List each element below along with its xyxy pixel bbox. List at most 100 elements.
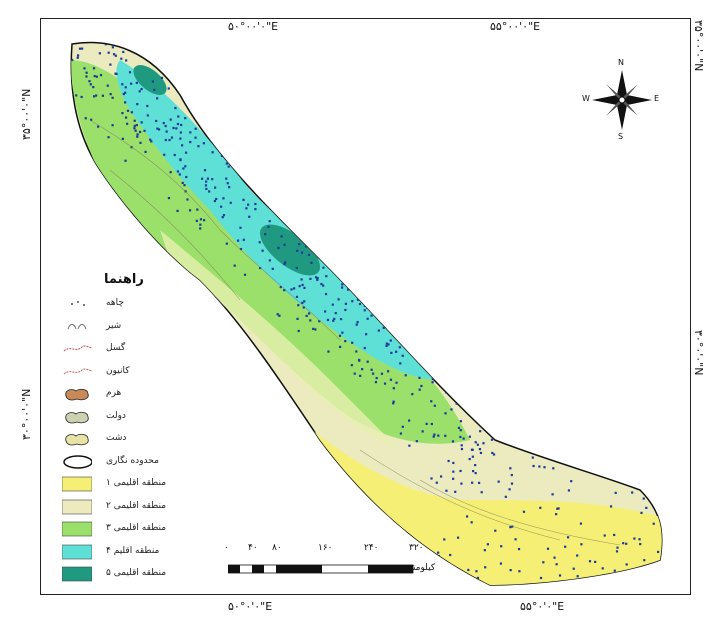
sample-point [376, 314, 379, 317]
sample-point [121, 83, 124, 86]
sample-point [204, 184, 208, 187]
sample-point [626, 430, 629, 433]
sample-point [109, 93, 112, 96]
sample-point [96, 125, 100, 128]
sample-point [477, 398, 480, 402]
scale-tick: ۱۶۰ [318, 543, 333, 553]
sample-point [392, 400, 395, 403]
sample-point [558, 574, 562, 577]
sample-point [484, 566, 487, 569]
sample-point [247, 203, 250, 206]
sample-point [355, 323, 358, 326]
legend-swatch [63, 345, 92, 352]
sample-point [615, 443, 618, 446]
sample-point [120, 57, 123, 60]
legend-item: منطقه اقلیمی ۲ [58, 497, 198, 517]
sample-point [511, 525, 514, 528]
sample-point [249, 158, 252, 162]
sample-point [242, 198, 245, 201]
sample-point [164, 124, 167, 128]
sample-point [295, 295, 299, 298]
sample-point [570, 480, 573, 483]
legend-label: کانیون [106, 365, 130, 376]
sample-point [470, 448, 474, 451]
sample-point [401, 354, 404, 357]
sample-point [399, 432, 402, 435]
sample-point [613, 569, 616, 572]
legend-swatch [63, 454, 92, 469]
sample-point [502, 431, 506, 434]
sample-point [75, 94, 78, 97]
sample-point [92, 67, 96, 70]
sample-point [68, 50, 70, 52]
sample-point [374, 380, 378, 384]
zone-5-area[interactable] [128, 59, 171, 100]
sample-point [302, 306, 305, 309]
zone-5-area[interactable] [252, 215, 328, 285]
legend-label: شیر [106, 320, 122, 331]
south-letter: S [618, 132, 624, 141]
sample-point [392, 387, 395, 390]
sample-point [214, 186, 217, 189]
sample-point [622, 542, 625, 545]
sample-point [341, 283, 344, 286]
legend-label: دشت [106, 433, 127, 443]
sample-point [616, 546, 619, 549]
sample-point [109, 63, 112, 66]
sample-point [310, 240, 314, 243]
sample-point [228, 154, 231, 157]
sample-point [539, 506, 542, 509]
sample-point [492, 453, 496, 456]
sample-point [248, 215, 251, 218]
sample-point [140, 121, 143, 124]
sample-point [194, 136, 197, 139]
sample-point [259, 266, 262, 270]
sample-point [450, 408, 453, 411]
sample-point [165, 130, 168, 133]
sample-point [652, 467, 655, 470]
sample-point [107, 136, 110, 139]
sample-point [312, 234, 316, 237]
coord-left-upper: ۳۵°۰۰'۰"N [20, 88, 33, 140]
sample-point [348, 282, 351, 285]
sample-point [415, 440, 418, 443]
sample-point [579, 522, 583, 525]
sample-point [135, 124, 138, 127]
zone-2-band[interactable] [160, 230, 400, 450]
sample-point [454, 388, 457, 391]
sample-point [430, 422, 433, 426]
sample-point [425, 422, 428, 425]
sample-point [539, 576, 543, 580]
legend-item: شیر [58, 317, 198, 337]
sample-point [326, 318, 330, 322]
sample-point [322, 284, 325, 287]
sample-point [309, 319, 312, 322]
sample-point [226, 182, 229, 185]
sample-point [133, 124, 136, 128]
sample-point [390, 351, 393, 354]
sample-point [548, 435, 551, 438]
legend-swatch [62, 544, 92, 559]
sample-point [582, 446, 585, 449]
sample-point [633, 537, 636, 540]
sample-point [500, 545, 503, 548]
sample-point [78, 47, 82, 50]
sample-point [452, 470, 455, 473]
sample-point [271, 267, 274, 270]
sample-point [614, 491, 617, 495]
sample-point [402, 303, 405, 306]
sample-point [149, 138, 152, 141]
sample-point [227, 165, 230, 168]
sample-point [552, 467, 555, 470]
sample-point [136, 135, 139, 138]
sample-point [146, 104, 149, 108]
sample-point [181, 144, 184, 147]
sample-point [358, 359, 361, 362]
legend-item: منطقه اقلیمی ۱ [58, 474, 198, 494]
sample-point [351, 300, 354, 303]
sample-point [613, 533, 616, 537]
sample-point [76, 56, 79, 59]
sample-point [641, 442, 644, 445]
sample-point [609, 505, 613, 508]
